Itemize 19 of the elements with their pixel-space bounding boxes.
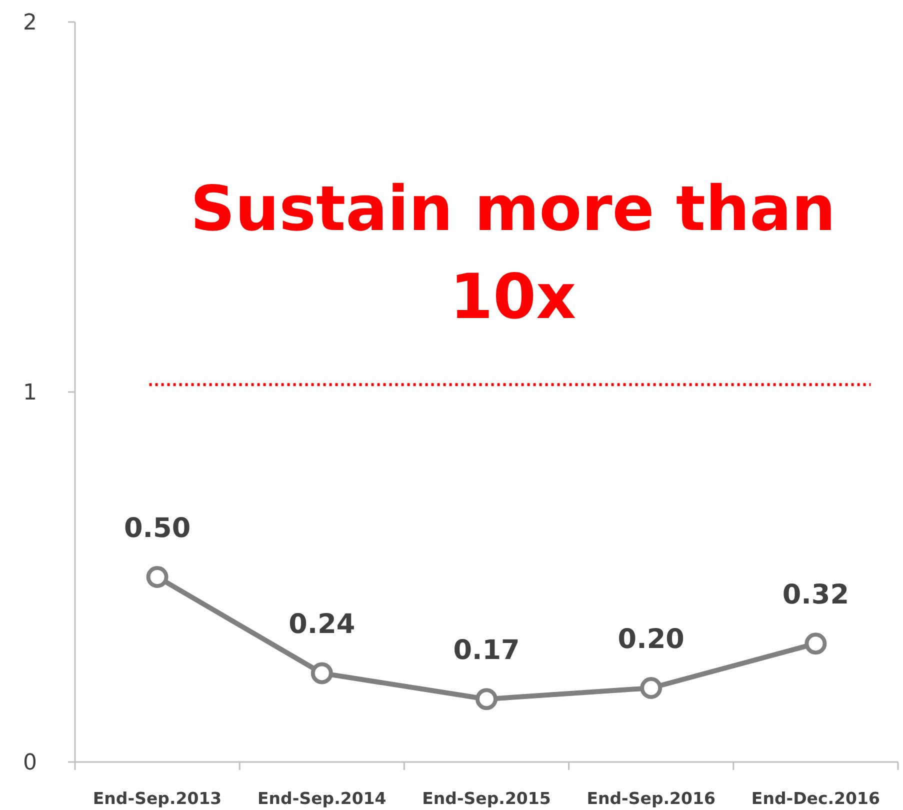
point: [804, 632, 827, 655]
data-label: 0.50: [124, 513, 191, 544]
x-tick-label: End-Dec.2016: [751, 789, 880, 808]
point: [310, 662, 333, 684]
point: [640, 677, 662, 699]
y-tick-label: 1: [23, 380, 37, 406]
point: [146, 566, 168, 588]
x-tick-label: End-Sep.2016: [586, 789, 716, 808]
data-label: 0.32: [782, 580, 850, 611]
y-tick-label: 0: [23, 750, 37, 776]
data-label: 0.17: [453, 635, 520, 666]
x-tick-label: End-Sep.2014: [258, 789, 386, 808]
data-label: 0.24: [288, 609, 356, 640]
annotation: Sustain more than 10x: [190, 172, 836, 333]
x-tick-label: End-Sep.2013: [92, 789, 222, 808]
data-label: 0.20: [618, 624, 684, 655]
point: [476, 688, 498, 710]
x-tick-label: End-Sep.2015: [422, 789, 551, 808]
y-tick-label: 2: [23, 10, 37, 36]
